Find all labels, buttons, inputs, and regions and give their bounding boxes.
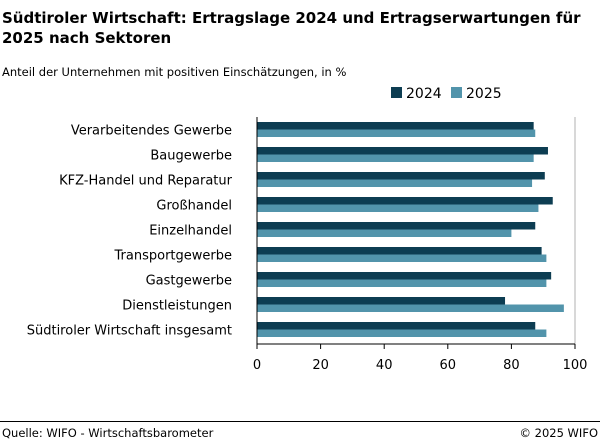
legend-label-2024: 2024 <box>406 86 442 102</box>
bar-baugewerbe-2024 <box>257 147 548 155</box>
category-label-dienstleistungen: Dienstleistungen <box>122 299 232 314</box>
bar-dienstleistungen-2024 <box>257 297 506 305</box>
bar-grosshandel-2025 <box>257 204 539 212</box>
category-label-verarbeitendes-gewerbe: Verarbeitendes Gewerbe <box>71 124 232 139</box>
category-label-suedtiroler-wirtschaft-insgesamt: Südtiroler Wirtschaft insgesamt <box>27 324 232 339</box>
source-note: Quelle: WIFO - Wirtschaftsbarometer <box>2 426 214 440</box>
x-tick-label-0: 0 <box>253 358 261 373</box>
x-tick-label-80: 80 <box>503 358 520 373</box>
category-label-transportgewerbe: Transportgewerbe <box>114 249 232 264</box>
x-axis-ticks: 0 20 40 60 80 100 <box>253 344 588 373</box>
legend-swatch-2024 <box>391 87 402 98</box>
bar-kfz-handel-und-reparatur-2025 <box>257 179 533 187</box>
chart-title: Südtiroler Wirtschaft: Ertragslage 2024 … <box>2 9 581 47</box>
x-tick-label-40: 40 <box>376 358 393 373</box>
bar-suedtiroler-wirtschaft-insgesamt-2024 <box>257 322 536 330</box>
legend-swatch-2025 <box>451 87 462 98</box>
bar-verarbeitendes-gewerbe-2024 <box>257 122 534 130</box>
category-label-baugewerbe: Baugewerbe <box>150 149 232 164</box>
category-label-einzelhandel: Einzelhandel <box>149 224 232 239</box>
bar-kfz-handel-und-reparatur-2024 <box>257 172 545 180</box>
category-labels: Verarbeitendes Gewerbe Baugewerbe KFZ-Hand… <box>27 124 233 339</box>
category-label-grosshandel: Großhandel <box>156 199 232 214</box>
legend-label-2025: 2025 <box>466 86 502 102</box>
x-tick-label-100: 100 <box>563 358 588 373</box>
bar-gastgewerbe-2025 <box>257 279 547 287</box>
footer-divider <box>0 421 600 422</box>
category-label-kfz-handel-und-reparatur: KFZ-Handel und Reparatur <box>59 174 233 189</box>
copyright-note: © 2025 WIFO <box>519 426 598 440</box>
bar-transportgewerbe-2024 <box>257 247 542 255</box>
bar-verarbeitendes-gewerbe-2025 <box>257 129 536 137</box>
legend: 2024 2025 <box>391 86 502 102</box>
bar-baugewerbe-2025 <box>257 154 534 162</box>
category-label-gastgewerbe: Gastgewerbe <box>146 274 232 289</box>
x-tick-label-20: 20 <box>312 358 329 373</box>
bar-transportgewerbe-2025 <box>257 254 547 262</box>
bar-suedtiroler-wirtschaft-insgesamt-2025 <box>257 329 547 337</box>
bar-gastgewerbe-2024 <box>257 272 552 280</box>
bar-chart: 2024 2025 Verarbeitendes Gewerbe Baugewer… <box>27 86 588 373</box>
bar-grosshandel-2024 <box>257 197 553 205</box>
x-tick-label-60: 60 <box>440 358 457 373</box>
bar-einzelhandel-2025 <box>257 229 512 237</box>
chart-subtitle: Anteil der Unternehmen mit positiven Ein… <box>2 65 347 79</box>
bars <box>257 122 564 337</box>
bar-dienstleistungen-2025 <box>257 304 564 312</box>
bar-einzelhandel-2024 <box>257 222 536 230</box>
